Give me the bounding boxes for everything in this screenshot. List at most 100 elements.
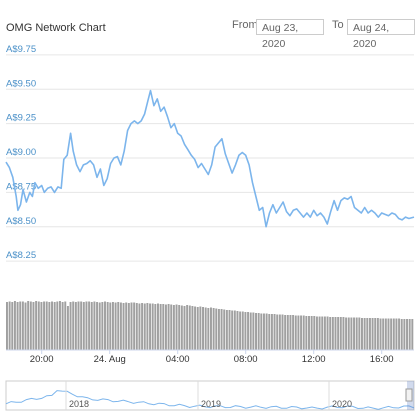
volume-bar: [233, 310, 236, 350]
volume-bar: [236, 311, 239, 350]
volume-bar: [350, 317, 353, 350]
y-tick-label: A$9.00: [6, 147, 36, 158]
volume-bar: [390, 318, 393, 350]
volume-bar: [278, 314, 281, 350]
volume-bar: [268, 314, 271, 350]
volume-bar: [119, 302, 122, 350]
volume-bar: [313, 316, 316, 350]
volume-bar: [162, 304, 165, 350]
navigator-year-label: 2018: [69, 399, 89, 409]
volume-bar: [302, 315, 305, 350]
volume-bar: [310, 316, 313, 350]
volume-bar: [329, 317, 332, 350]
volume-bar: [143, 303, 146, 350]
volume-bar: [175, 304, 178, 350]
volume-bar: [210, 307, 212, 350]
price-line[interactable]: [5, 89, 415, 228]
volume-bar: [257, 313, 260, 350]
volume-bar: [339, 317, 342, 350]
volume-bar: [398, 318, 401, 350]
volume-bar: [315, 316, 318, 350]
volume-bar: [151, 303, 154, 350]
volume-bar: [395, 318, 398, 350]
x-tick-label: 04:00: [166, 354, 190, 365]
volume-bar: [69, 302, 72, 350]
volume-bar: [74, 302, 77, 350]
x-tick-label: 24. Aug: [94, 354, 126, 365]
y-tick-label: A$8.50: [6, 216, 36, 227]
volume-bar: [223, 309, 226, 350]
volume-bar: [207, 308, 210, 350]
volume-bar: [24, 302, 27, 350]
volume-bar: [384, 318, 387, 350]
volume-bar: [8, 301, 11, 350]
volume-bar: [345, 317, 348, 350]
volume-bar: [337, 317, 340, 350]
volume-bar: [244, 312, 247, 350]
navigator-year-label: 2020: [332, 399, 352, 409]
volume-bar: [122, 303, 125, 350]
volume-bar: [217, 309, 220, 350]
volume-bar: [149, 303, 152, 350]
volume-bar: [51, 301, 53, 350]
volume-bar: [379, 318, 382, 350]
volume-bar: [16, 302, 19, 350]
volume-bar: [286, 315, 289, 350]
volume-bar: [368, 318, 371, 350]
volume-bar: [178, 305, 181, 350]
volume-bar: [347, 317, 350, 350]
volume-bar: [72, 301, 75, 350]
volume-bar: [188, 305, 191, 350]
volume-bar: [321, 316, 324, 350]
volume-bar: [411, 319, 414, 350]
volume-bar: [40, 302, 43, 350]
x-tick-label: 20:00: [30, 354, 54, 365]
volume-bar: [284, 315, 287, 350]
volume-bar: [93, 301, 96, 350]
volume-bar: [101, 302, 104, 350]
volume-bar: [294, 315, 297, 350]
volume-bar: [96, 302, 99, 350]
volume-bar: [85, 301, 88, 350]
volume-bar: [80, 301, 83, 350]
volume-bar: [172, 305, 175, 350]
volume-bar: [225, 310, 228, 350]
volume-bar: [239, 311, 242, 350]
volume-bar: [37, 301, 40, 350]
navigator-handle[interactable]: [405, 388, 413, 402]
volume-bar: [308, 316, 310, 350]
volume-bar: [255, 313, 257, 350]
to-date-input[interactable]: Aug 24, 2020: [347, 19, 415, 50]
volume-bar: [323, 316, 326, 350]
volume-bar: [366, 318, 369, 350]
volume-bar: [11, 302, 14, 350]
volume-bar: [326, 316, 329, 350]
y-tick-label: A$9.25: [6, 113, 36, 124]
x-tick-label: 16:00: [370, 354, 394, 365]
volume-bar: [376, 318, 379, 350]
volume-bar: [82, 302, 85, 350]
y-tick-label: A$9.50: [6, 78, 36, 89]
volume-bar: [13, 301, 16, 350]
volume-bar: [6, 302, 8, 350]
volume-bar: [61, 302, 64, 350]
volume-bar: [334, 317, 337, 350]
to-label: To: [332, 19, 344, 31]
volume-bar: [297, 315, 300, 350]
y-tick-label: A$8.75: [6, 181, 36, 192]
x-tick-label: 08:00: [234, 354, 258, 365]
volume-bar: [130, 302, 133, 350]
navigator-year-label: 2019: [201, 399, 221, 409]
volume-bar: [106, 302, 109, 350]
volume-bar: [191, 306, 194, 350]
volume-bar: [353, 317, 356, 350]
from-date-input[interactable]: Aug 23, 2020: [256, 19, 324, 50]
volume-bar: [125, 302, 128, 350]
volume-bar: [202, 307, 204, 350]
volume-bar: [43, 301, 46, 350]
from-label: From: [232, 19, 258, 31]
volume-bar: [371, 318, 374, 350]
volume-bar: [318, 316, 321, 350]
volume-bar: [183, 306, 186, 350]
